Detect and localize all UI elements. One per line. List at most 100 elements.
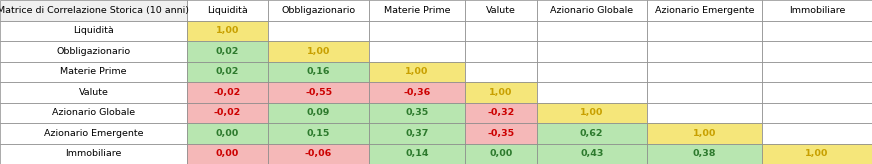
Bar bbox=[647, 20, 762, 41]
Bar bbox=[369, 82, 465, 102]
Bar bbox=[269, 62, 369, 82]
Bar bbox=[647, 102, 762, 123]
Text: 0,00: 0,00 bbox=[216, 129, 239, 138]
Text: 0,00: 0,00 bbox=[489, 149, 513, 158]
Bar bbox=[465, 62, 536, 82]
Text: Liquidità: Liquidità bbox=[208, 6, 248, 15]
Bar bbox=[647, 123, 762, 144]
Bar bbox=[536, 82, 647, 102]
Text: Azionario Emergente: Azionario Emergente bbox=[655, 6, 754, 15]
Bar bbox=[536, 41, 647, 62]
Text: Liquidità: Liquidità bbox=[73, 26, 114, 35]
Text: 1,00: 1,00 bbox=[489, 88, 513, 97]
Text: 1,00: 1,00 bbox=[216, 26, 239, 35]
Bar bbox=[269, 102, 369, 123]
Text: Materie Prime: Materie Prime bbox=[384, 6, 450, 15]
Text: 0,35: 0,35 bbox=[405, 108, 428, 117]
Text: -0,35: -0,35 bbox=[487, 129, 514, 138]
Text: -0,32: -0,32 bbox=[487, 108, 514, 117]
Bar bbox=[369, 41, 465, 62]
Bar bbox=[269, 144, 369, 164]
Bar bbox=[0, 62, 187, 82]
Bar bbox=[536, 0, 647, 20]
Bar bbox=[187, 144, 269, 164]
Bar bbox=[0, 20, 187, 41]
Bar bbox=[465, 41, 536, 62]
Bar bbox=[536, 62, 647, 82]
Text: 1,00: 1,00 bbox=[307, 47, 330, 56]
Bar bbox=[762, 62, 872, 82]
Text: 1,00: 1,00 bbox=[580, 108, 603, 117]
Text: 1,00: 1,00 bbox=[405, 67, 428, 76]
Bar bbox=[269, 0, 369, 20]
Text: 0,43: 0,43 bbox=[580, 149, 603, 158]
Bar bbox=[465, 144, 536, 164]
Bar bbox=[647, 144, 762, 164]
Bar bbox=[762, 20, 872, 41]
Bar bbox=[762, 0, 872, 20]
Bar bbox=[647, 0, 762, 20]
Bar bbox=[187, 20, 269, 41]
Bar bbox=[465, 102, 536, 123]
Bar bbox=[465, 0, 536, 20]
Bar bbox=[465, 20, 536, 41]
Text: -0,02: -0,02 bbox=[214, 88, 242, 97]
Bar bbox=[269, 20, 369, 41]
Bar bbox=[187, 123, 269, 144]
Bar bbox=[762, 41, 872, 62]
Bar bbox=[187, 0, 269, 20]
Bar bbox=[465, 123, 536, 144]
Text: Valute: Valute bbox=[486, 6, 515, 15]
Text: Immobiliare: Immobiliare bbox=[65, 149, 121, 158]
Bar bbox=[536, 123, 647, 144]
Bar bbox=[536, 102, 647, 123]
Text: Azionario Globale: Azionario Globale bbox=[550, 6, 633, 15]
Text: Azionario Globale: Azionario Globale bbox=[51, 108, 135, 117]
Bar bbox=[269, 41, 369, 62]
Bar bbox=[0, 144, 187, 164]
Bar bbox=[647, 41, 762, 62]
Bar bbox=[369, 144, 465, 164]
Text: 0,02: 0,02 bbox=[216, 47, 239, 56]
Text: Azionario Emergente: Azionario Emergente bbox=[44, 129, 143, 138]
Text: 0,00: 0,00 bbox=[216, 149, 239, 158]
Text: 0,15: 0,15 bbox=[307, 129, 330, 138]
Text: -0,02: -0,02 bbox=[214, 108, 242, 117]
Bar bbox=[269, 82, 369, 102]
Bar bbox=[536, 20, 647, 41]
Text: Immobiliare: Immobiliare bbox=[788, 6, 845, 15]
Bar bbox=[269, 123, 369, 144]
Text: 1,00: 1,00 bbox=[692, 129, 716, 138]
Bar bbox=[187, 102, 269, 123]
Bar bbox=[0, 102, 187, 123]
Bar bbox=[762, 144, 872, 164]
Text: Obbligazionario: Obbligazionario bbox=[282, 6, 356, 15]
Text: 0,37: 0,37 bbox=[405, 129, 428, 138]
Text: 0,02: 0,02 bbox=[216, 67, 239, 76]
Text: 1,00: 1,00 bbox=[805, 149, 828, 158]
Text: -0,06: -0,06 bbox=[305, 149, 332, 158]
Bar bbox=[187, 82, 269, 102]
Text: Valute: Valute bbox=[78, 88, 108, 97]
Text: 0,16: 0,16 bbox=[307, 67, 330, 76]
Bar bbox=[0, 0, 187, 20]
Bar bbox=[369, 102, 465, 123]
Text: Matrice di Correlazione Storica (10 anni): Matrice di Correlazione Storica (10 anni… bbox=[0, 6, 189, 15]
Bar bbox=[0, 82, 187, 102]
Bar bbox=[0, 123, 187, 144]
Bar bbox=[369, 20, 465, 41]
Text: Obbligazionario: Obbligazionario bbox=[57, 47, 131, 56]
Bar bbox=[647, 82, 762, 102]
Bar bbox=[762, 102, 872, 123]
Text: 0,09: 0,09 bbox=[307, 108, 330, 117]
Bar bbox=[536, 144, 647, 164]
Bar bbox=[369, 62, 465, 82]
Text: 0,38: 0,38 bbox=[692, 149, 716, 158]
Bar bbox=[762, 123, 872, 144]
Text: Materie Prime: Materie Prime bbox=[60, 67, 126, 76]
Text: -0,36: -0,36 bbox=[403, 88, 431, 97]
Bar bbox=[0, 41, 187, 62]
Text: 0,62: 0,62 bbox=[580, 129, 603, 138]
Bar bbox=[465, 82, 536, 102]
Bar bbox=[187, 41, 269, 62]
